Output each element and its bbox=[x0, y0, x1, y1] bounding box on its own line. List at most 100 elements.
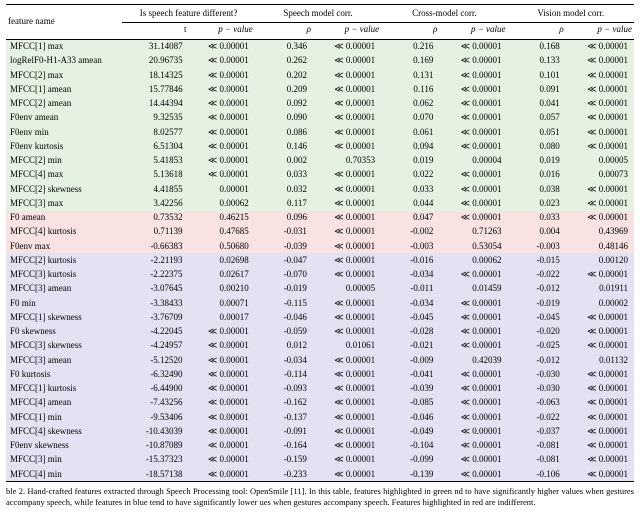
p-value-1: ≪ 0.00001 bbox=[189, 367, 255, 381]
pv-1: 0.00005 bbox=[313, 282, 381, 296]
feature-name: MFCC[3] max bbox=[6, 196, 122, 210]
pv-2: ≪ 0.00001 bbox=[439, 196, 507, 210]
pv-1: ≪ 0.00001 bbox=[313, 68, 381, 82]
t-value: 20.96735 bbox=[122, 54, 188, 68]
rho-1: 0.090 bbox=[255, 111, 313, 125]
pv-3: 0.00120 bbox=[566, 253, 634, 267]
rho-3: -0.003 bbox=[508, 239, 566, 253]
pv-2: ≪ 0.00001 bbox=[439, 111, 507, 125]
pv-1: ≪ 0.00001 bbox=[313, 39, 381, 54]
p-value-1: ≪ 0.00001 bbox=[189, 139, 255, 153]
pv-3: ≪ 0.00001 bbox=[566, 424, 634, 438]
pv-1: ≪ 0.00001 bbox=[313, 139, 381, 153]
pv-3: 0.00005 bbox=[566, 154, 634, 168]
pv-2: ≪ 0.00001 bbox=[439, 296, 507, 310]
pv-3: ≪ 0.00001 bbox=[566, 196, 634, 210]
feature-name: MFCC[4] amean bbox=[6, 396, 122, 410]
col-p1: p − value bbox=[189, 23, 255, 39]
table-row: MFCC[4] amean-7.43256≪ 0.00001-0.162≪ 0.… bbox=[6, 396, 634, 410]
feature-name: logRelF0-H1-A33 amean bbox=[6, 54, 122, 68]
pv-1: ≪ 0.00001 bbox=[313, 467, 381, 482]
rho-2: 0.047 bbox=[381, 211, 439, 225]
table-row: logRelF0-H1-A33 amean20.96735 ≪ 0.00001 0.… bbox=[6, 54, 634, 68]
t-value: 6.51304 bbox=[122, 139, 188, 153]
rho-1: 0.146 bbox=[255, 139, 313, 153]
p-value-1: ≪ 0.00001 bbox=[189, 439, 255, 453]
feature-name: MFCC[3] amean bbox=[6, 353, 122, 367]
pv-3: ≪ 0.00001 bbox=[566, 68, 634, 82]
rho-1: 0.086 bbox=[255, 125, 313, 139]
pv-2: ≪ 0.00001 bbox=[439, 367, 507, 381]
pv-3: ≪ 0.00001 bbox=[566, 125, 634, 139]
t-value: -3.38433 bbox=[122, 296, 188, 310]
pv-1: ≪ 0.00001 bbox=[313, 325, 381, 339]
pv-1: 0.01061 bbox=[313, 339, 381, 353]
pv-3: 0.01911 bbox=[566, 282, 634, 296]
p-value-1: 0.02698 bbox=[189, 253, 255, 267]
t-value: 8.02577 bbox=[122, 125, 188, 139]
pv-3: 0.48146 bbox=[566, 239, 634, 253]
pv-3: 0.00002 bbox=[566, 296, 634, 310]
p-value-1: 0.02617 bbox=[189, 268, 255, 282]
pv-1: ≪ 0.00001 bbox=[313, 268, 381, 282]
rho-3: -0.106 bbox=[508, 467, 566, 482]
pv-3: ≪ 0.00001 bbox=[566, 439, 634, 453]
pv-2: ≪ 0.00001 bbox=[439, 82, 507, 96]
t-value: 5.41853 bbox=[122, 154, 188, 168]
rho-3: 0.019 bbox=[508, 154, 566, 168]
rho-2: 0.131 bbox=[381, 68, 439, 82]
pv-2: ≪ 0.00001 bbox=[439, 467, 507, 482]
table-row: MFCC[1] kurtosis-6.44900≪ 0.00001-0.093≪… bbox=[6, 382, 634, 396]
rho-2: -0.011 bbox=[381, 282, 439, 296]
feature-name: MFCC[1] amean bbox=[6, 82, 122, 96]
pv-2: 0.42039 bbox=[439, 353, 507, 367]
p-value-1: ≪ 0.00001 bbox=[189, 325, 255, 339]
col-rho1: ρ bbox=[255, 23, 313, 39]
feature-name: F0env amean bbox=[6, 111, 122, 125]
pv-3: ≪ 0.00001 bbox=[566, 396, 634, 410]
table-row: MFCC[4] min-18.57138≪ 0.00001-0.233≪ 0.0… bbox=[6, 467, 634, 482]
rho-1: -0.114 bbox=[255, 367, 313, 381]
t-value: 31.14087 bbox=[122, 39, 188, 54]
rho-1: -0.164 bbox=[255, 439, 313, 453]
rho-2: -0.028 bbox=[381, 325, 439, 339]
p-value-1: ≪ 0.00001 bbox=[189, 111, 255, 125]
pv-1: ≪ 0.00001 bbox=[313, 353, 381, 367]
pv-3: ≪ 0.00001 bbox=[566, 339, 634, 353]
col-pv3: p − value bbox=[566, 23, 634, 39]
rho-1: -0.047 bbox=[255, 253, 313, 267]
pv-3: ≪ 0.00001 bbox=[566, 82, 634, 96]
rho-1: -0.019 bbox=[255, 282, 313, 296]
rho-1: 0.202 bbox=[255, 68, 313, 82]
p-value-1: ≪ 0.00001 bbox=[189, 125, 255, 139]
feature-name: F0 kurtosis bbox=[6, 367, 122, 381]
rho-3: 0.101 bbox=[508, 68, 566, 82]
feature-name: MFCC[1] max bbox=[6, 39, 122, 54]
rho-3: 0.091 bbox=[508, 82, 566, 96]
pv-2: 0.01459 bbox=[439, 282, 507, 296]
pv-2: ≪ 0.00001 bbox=[439, 182, 507, 196]
feature-name: MFCC[2] min bbox=[6, 154, 122, 168]
table-row: MFCC[4] max5.13618≪ 0.000010.033≪ 0.0000… bbox=[6, 168, 634, 182]
pv-2: ≪ 0.00001 bbox=[439, 139, 507, 153]
pv-1: ≪ 0.00001 bbox=[313, 253, 381, 267]
rho-3: -0.012 bbox=[508, 353, 566, 367]
table-row: F0env kurtosis6.51304≪ 0.000010.146≪ 0.0… bbox=[6, 139, 634, 153]
pv-2: ≪ 0.00001 bbox=[439, 54, 507, 68]
pv-3: ≪ 0.00001 bbox=[566, 211, 634, 225]
rho-1: 0.096 bbox=[255, 211, 313, 225]
pv-3: ≪ 0.00001 bbox=[566, 310, 634, 324]
rho-2: -0.009 bbox=[381, 353, 439, 367]
feature-name: MFCC[2] amean bbox=[6, 97, 122, 111]
rho-1: -0.070 bbox=[255, 268, 313, 282]
rho-1: 0.262 bbox=[255, 54, 313, 68]
table-row: MFCC[3] kurtosis-2.223750.02617-0.070≪ 0… bbox=[6, 268, 634, 282]
rho-1: 0.209 bbox=[255, 82, 313, 96]
rho-1: -0.034 bbox=[255, 353, 313, 367]
pv-1: ≪ 0.00001 bbox=[313, 367, 381, 381]
rho-3: 0.016 bbox=[508, 168, 566, 182]
rho-1: -0.059 bbox=[255, 325, 313, 339]
pv-3: ≪ 0.00001 bbox=[566, 182, 634, 196]
colgrp-speechcorr: Speech model corr. bbox=[255, 5, 381, 23]
p-value-1: ≪ 0.00001 bbox=[189, 339, 255, 353]
